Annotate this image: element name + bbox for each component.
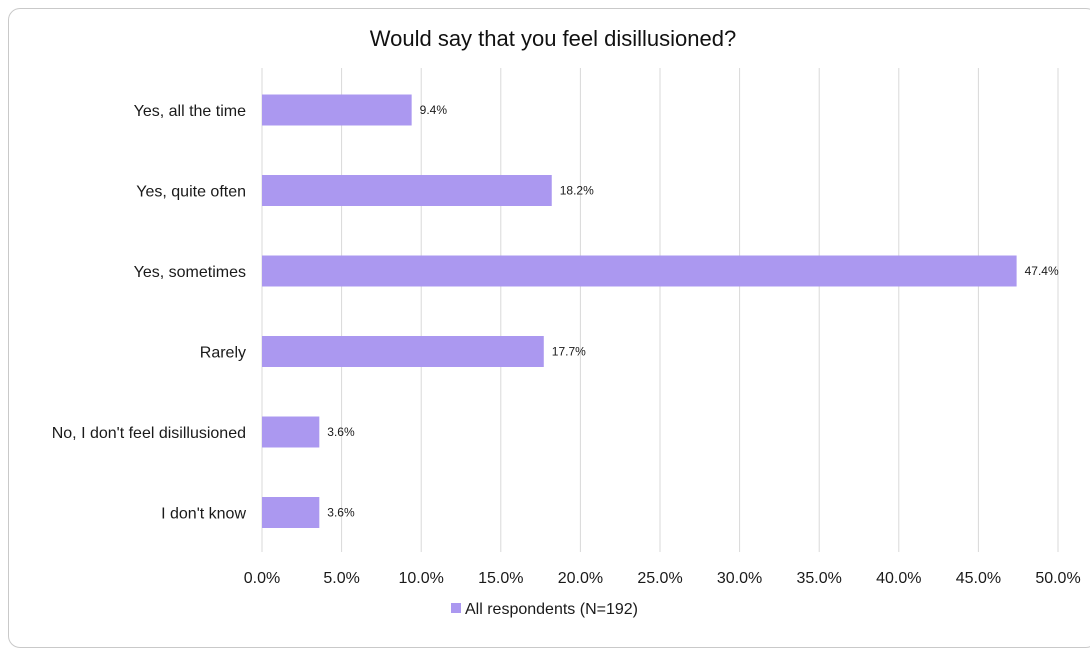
x-tick-label: 15.0%: [478, 570, 523, 587]
bar: [262, 175, 552, 206]
bar-chart: Would say that you feel disillusioned? Y…: [52, 26, 1081, 618]
category-label: I don't know: [161, 506, 246, 523]
x-tick-label: 5.0%: [323, 570, 359, 587]
x-tick-label: 0.0%: [244, 570, 280, 587]
category-label: Yes, all the time: [134, 103, 246, 120]
data-label: 18.2%: [560, 184, 594, 198]
category-label: Yes, sometimes: [134, 264, 246, 281]
data-label: 3.6%: [327, 506, 355, 520]
gridlines: [261, 68, 1059, 552]
category-label: Rarely: [200, 345, 246, 362]
x-axis-tick-labels: 0.0% 5.0% 10.0% 15.0% 20.0% 25.0% 30.0% 35.0% 40…: [244, 570, 1081, 587]
bar: [262, 416, 320, 448]
chart-title: Would say that you feel disillusioned?: [370, 26, 736, 51]
data-label: 9.4%: [420, 103, 448, 117]
x-tick-label: 20.0%: [558, 570, 603, 587]
x-tick-label: 50.0%: [1035, 570, 1080, 587]
legend-swatch: [451, 603, 461, 613]
bar: [262, 255, 1017, 287]
data-labels: 9.4% 18.2% 47.4% 17.7% 3.6% 3.6%: [327, 103, 1059, 520]
bar: [262, 336, 544, 367]
category-label: No, I don't feel disillusioned: [52, 425, 246, 442]
bars: [262, 94, 1017, 528]
x-tick-label: 10.0%: [399, 570, 444, 587]
category-labels: Yes, all the time Yes, quite often Yes, so…: [52, 103, 247, 523]
chart-frame: [8, 8, 1090, 648]
bar: [262, 94, 412, 126]
data-label: 3.6%: [327, 425, 355, 439]
x-tick-label: 40.0%: [876, 570, 921, 587]
data-label: 47.4%: [1025, 264, 1059, 278]
legend: All respondents (N=192): [451, 601, 638, 618]
data-label: 17.7%: [552, 345, 586, 359]
x-tick-label: 35.0%: [797, 570, 842, 587]
category-label: Yes, quite often: [136, 184, 246, 201]
x-tick-label: 25.0%: [637, 570, 682, 587]
legend-label: All respondents (N=192): [465, 601, 638, 618]
x-tick-label: 30.0%: [717, 570, 762, 587]
x-tick-label: 45.0%: [956, 570, 1001, 587]
bar: [262, 497, 320, 528]
